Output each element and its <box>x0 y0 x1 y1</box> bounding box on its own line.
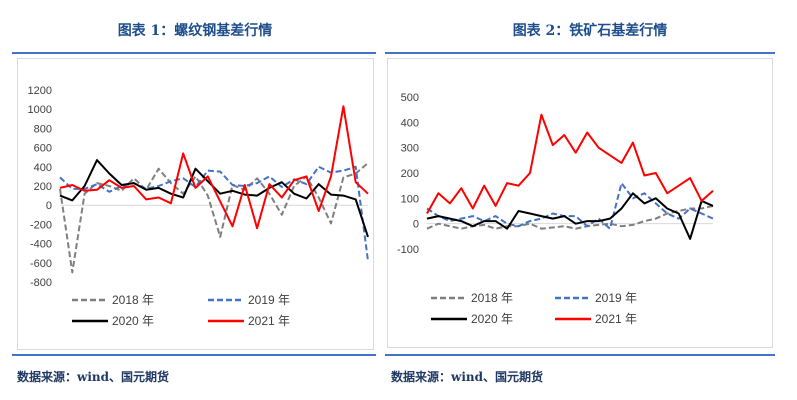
y-tick-label: -400 <box>30 239 52 251</box>
y-tick-label: 200 <box>401 168 419 180</box>
source-rule-1 <box>12 354 376 356</box>
y-tick-label: 800 <box>34 123 52 135</box>
series-line-4 <box>426 113 714 214</box>
y-tick-label: 400 <box>34 162 52 174</box>
y-tick-label: -600 <box>30 258 52 270</box>
title-rule-1 <box>12 52 376 54</box>
y-tick-label: -800 <box>30 277 52 289</box>
series-line-2 <box>59 165 369 262</box>
chart-frame-1 <box>17 58 374 350</box>
y-tick-label: 200 <box>34 181 52 193</box>
figure-panel-1: 图表 1：螺纹钢基差行情 -800 -600 -400 -200 0 200 400 600 8… <box>0 0 390 400</box>
y-tick-label: 0 <box>46 200 52 212</box>
legend-label-3: 2020 年 <box>112 314 154 328</box>
legend-label-2: 2019 年 <box>595 291 637 305</box>
legend-label-4: 2021 年 <box>248 314 290 328</box>
y-tick-label: 100 <box>401 193 419 205</box>
legend-label-1: 2018 年 <box>471 291 513 305</box>
y-tick-label: 400 <box>401 117 419 129</box>
legend-label-3: 2020 年 <box>471 312 513 326</box>
legend-label-2: 2019 年 <box>248 293 290 307</box>
source-rule-2 <box>385 354 775 356</box>
series-line-3 <box>426 192 714 240</box>
figure-title-1: 图表 1：螺纹钢基差行情 <box>117 23 273 39</box>
source-note-2: 数据来源：wind、国元期货 <box>391 370 544 384</box>
y-tick-label: -100 <box>397 244 419 256</box>
series-line-1 <box>59 162 369 274</box>
legend-label-1: 2018 年 <box>112 293 154 307</box>
y-tick-label: 500 <box>401 92 419 104</box>
source-note-1: 数据来源：wind、国元期货 <box>17 370 170 384</box>
y-tick-label: 600 <box>34 143 52 155</box>
y-tick-label: 1000 <box>28 104 52 116</box>
title-rule-2 <box>385 52 775 54</box>
series-line-4 <box>59 105 369 230</box>
legend-label-4: 2021 年 <box>595 312 637 326</box>
series-line-2 <box>426 182 714 230</box>
chart-1-svg: -800 -600 -400 -200 0 200 400 600 800 1000 1200 201… <box>28 85 369 328</box>
series-line-3 <box>59 159 369 238</box>
figure-title-2: 图表 2：铁矿石基差行情 <box>512 23 668 39</box>
y-tick-label: 1200 <box>28 85 52 97</box>
chart-2-svg: -100 0 100 200 300 400 500 2018 年 2019 年 2020 年 20… <box>397 92 714 326</box>
y-tick-label: 300 <box>401 143 419 155</box>
figure-panel-2: 图表 2：铁矿石基差行情 -100 0 100 200 300 400 500 2018 年 2… <box>383 0 797 400</box>
y-tick-label: -200 <box>30 219 52 231</box>
y-tick-label: 0 <box>413 219 419 231</box>
